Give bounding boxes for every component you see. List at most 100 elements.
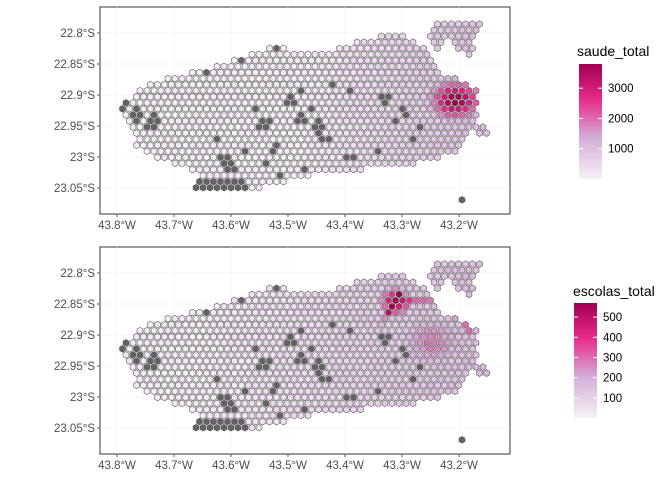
hex-cell bbox=[245, 141, 252, 149]
hex-cell bbox=[255, 351, 263, 359]
hex-cell bbox=[381, 314, 389, 323]
hex-cell bbox=[119, 105, 126, 113]
hex-cell bbox=[147, 141, 154, 149]
hex-cell bbox=[402, 327, 410, 335]
hex-cell bbox=[304, 87, 312, 95]
hex-cell bbox=[399, 153, 406, 162]
hex-cell bbox=[287, 68, 294, 77]
hex-cell bbox=[168, 333, 175, 341]
hex-cell bbox=[420, 393, 427, 402]
hex-cell bbox=[283, 399, 291, 408]
hex-cell bbox=[458, 363, 466, 371]
hex-cell bbox=[402, 111, 410, 119]
hex-cell bbox=[269, 99, 277, 107]
hex-cell bbox=[469, 20, 476, 28]
hex-cell bbox=[227, 74, 235, 83]
hex-cell bbox=[374, 375, 382, 383]
hex-cell bbox=[448, 381, 455, 389]
x-tick-label: 43.8°W bbox=[98, 220, 136, 232]
hex-cell bbox=[213, 159, 221, 168]
hex-cell bbox=[196, 320, 203, 329]
hex-cell bbox=[465, 327, 473, 335]
hex-cell bbox=[437, 147, 445, 156]
hex-cell bbox=[395, 87, 403, 95]
hex-cell bbox=[273, 80, 280, 89]
hex-cell bbox=[203, 417, 210, 426]
hex-cell bbox=[234, 171, 242, 180]
hex-cell bbox=[287, 333, 294, 341]
hex-cell bbox=[189, 141, 196, 149]
hex-cell bbox=[220, 351, 228, 359]
hex-cell bbox=[301, 369, 308, 377]
hex-cell bbox=[164, 111, 172, 119]
hex-cell bbox=[220, 363, 228, 371]
hex-cell bbox=[273, 405, 280, 414]
x-tick-label: 43.7°W bbox=[155, 460, 193, 472]
hex-cell bbox=[189, 308, 196, 317]
hex-cell bbox=[350, 393, 357, 402]
hex-cell bbox=[430, 62, 438, 71]
hex-cell bbox=[332, 399, 340, 408]
hex-cell bbox=[385, 56, 392, 65]
hex-cell bbox=[388, 290, 396, 299]
hex-cell bbox=[360, 135, 368, 143]
hex-cell bbox=[364, 393, 371, 402]
hex-cell bbox=[287, 393, 294, 402]
hex-cell bbox=[353, 159, 361, 168]
hex-cell bbox=[437, 314, 445, 323]
hex-cell bbox=[311, 399, 319, 408]
hex-cell bbox=[154, 93, 161, 101]
hex-cell bbox=[378, 308, 385, 317]
hex-cell bbox=[196, 357, 203, 365]
hex-cell bbox=[395, 99, 403, 107]
hex-cell bbox=[126, 117, 133, 125]
hex-cell bbox=[458, 26, 466, 34]
hex-cell bbox=[269, 375, 277, 383]
hex-cell bbox=[210, 93, 217, 101]
hex-cell bbox=[385, 44, 392, 53]
hex-cell bbox=[189, 105, 196, 113]
hex-cell bbox=[213, 302, 221, 311]
hex-cell bbox=[304, 50, 312, 59]
hex-cell bbox=[143, 111, 151, 119]
hex-cell bbox=[273, 56, 280, 65]
hex-cell bbox=[161, 320, 168, 329]
hex-cell bbox=[213, 74, 221, 83]
hex-cell bbox=[336, 68, 343, 77]
hex-cell bbox=[164, 314, 172, 323]
hex-cell bbox=[280, 333, 287, 341]
hex-cell bbox=[161, 357, 168, 365]
hex-cell bbox=[434, 284, 441, 293]
hex-cell bbox=[427, 333, 434, 341]
hex-cell bbox=[227, 399, 235, 408]
hex-cell bbox=[231, 68, 238, 77]
hex-cell bbox=[371, 284, 378, 293]
hex-cell bbox=[329, 405, 336, 414]
hex-cell bbox=[224, 393, 231, 402]
hex-cell bbox=[325, 62, 333, 71]
hex-cell bbox=[185, 387, 193, 396]
hex-cell bbox=[255, 111, 263, 119]
hex-cell bbox=[346, 302, 354, 311]
hex-cell bbox=[245, 333, 252, 341]
hex-cell bbox=[395, 147, 403, 156]
hex-cell bbox=[308, 320, 315, 329]
hex-cell bbox=[238, 80, 245, 89]
hex-cell bbox=[378, 393, 385, 402]
hex-cell bbox=[462, 93, 469, 101]
hex-cell bbox=[423, 339, 431, 347]
hex-cell bbox=[269, 123, 277, 131]
hex-cell bbox=[311, 375, 319, 383]
x-tick-label: 43.5°W bbox=[269, 460, 307, 472]
hex-cell bbox=[248, 111, 256, 119]
hex-cell bbox=[199, 339, 207, 347]
hex-cell bbox=[472, 351, 480, 359]
hex-cell bbox=[255, 74, 263, 83]
hex-cell bbox=[416, 387, 424, 396]
hex-cell bbox=[444, 123, 452, 131]
hex-cell bbox=[374, 339, 382, 347]
hex-cell bbox=[472, 111, 480, 119]
hex-cell bbox=[224, 345, 231, 353]
hex-cell bbox=[315, 393, 322, 402]
hex-cell bbox=[290, 327, 298, 335]
